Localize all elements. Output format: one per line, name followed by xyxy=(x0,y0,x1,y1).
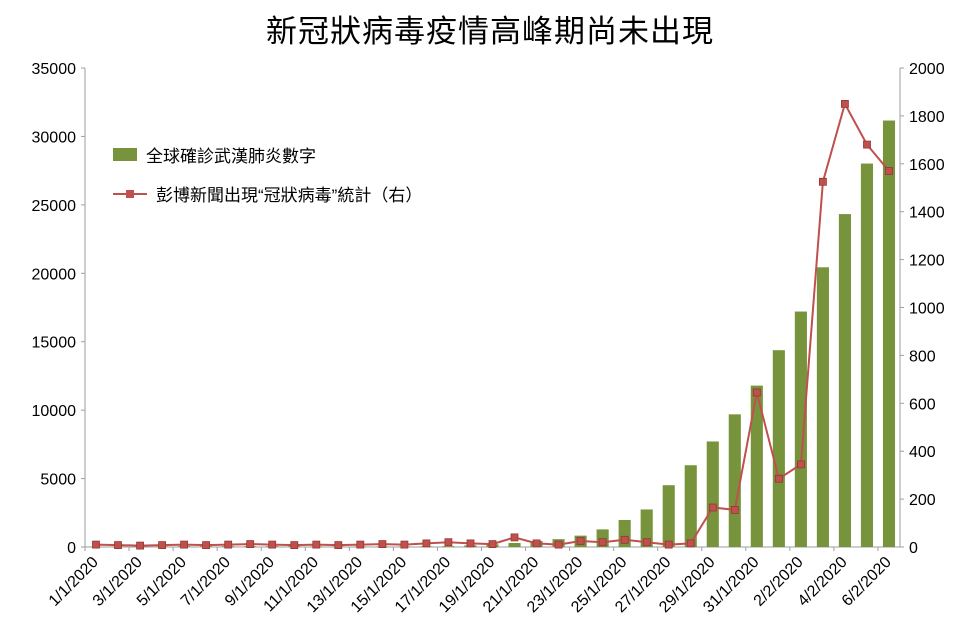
confirmed-cases-bar xyxy=(816,267,829,547)
right-axis-tick-label: 1000 xyxy=(909,301,945,318)
confirmed-cases-bar xyxy=(794,311,807,547)
line-marker-icon xyxy=(642,538,651,547)
line-marker-icon xyxy=(268,540,277,549)
right-axis-tick-label: 800 xyxy=(909,348,936,365)
legend-item-bars: 全球確診武漢肺炎數字 xyxy=(113,142,422,167)
line-marker-icon xyxy=(114,541,122,549)
line-marker-icon xyxy=(576,537,585,545)
left-axis-tick-label: 30000 xyxy=(32,129,77,146)
line-marker-icon xyxy=(422,539,431,548)
left-axis-tick-label: 15000 xyxy=(32,335,77,352)
line-marker-icon xyxy=(378,540,387,548)
line-marker-icon xyxy=(334,541,343,549)
line-marker-icon xyxy=(202,541,211,549)
right-axis-tick-label: 1800 xyxy=(909,109,945,126)
legend-line-label: 彭博新聞出現“冠狀病毒”統計（右） xyxy=(156,186,423,205)
right-axis-tick-label: 2000 xyxy=(909,61,945,78)
line-marker-icon xyxy=(598,538,607,547)
confirmed-cases-bar xyxy=(684,465,697,547)
x-axis-tick-label: 6/2/2020 xyxy=(839,554,895,610)
line-marker-icon xyxy=(400,540,409,549)
right-axis-tick-label: 400 xyxy=(909,444,936,461)
line-marker-icon xyxy=(180,540,189,549)
confirmed-cases-bar xyxy=(508,543,521,547)
line-marker-icon xyxy=(92,540,100,549)
left-axis-tick-label: 25000 xyxy=(32,198,77,215)
right-axis-tick-label: 200 xyxy=(909,492,936,509)
confirmed-cases-bar xyxy=(662,485,675,547)
line-marker-icon xyxy=(488,540,497,548)
line-marker-icon xyxy=(708,503,717,512)
confirmed-cases-bar xyxy=(882,120,896,547)
line-marker-icon xyxy=(158,541,167,549)
right-axis-tick-label: 1400 xyxy=(909,205,945,222)
line-marker-icon xyxy=(246,540,255,548)
line-marker-icon xyxy=(554,540,563,549)
line-marker-icon xyxy=(686,539,695,548)
confirmed-cases-bar xyxy=(750,385,763,547)
line-marker-icon xyxy=(510,533,519,542)
line-marker-icon xyxy=(797,460,805,469)
confirmed-cases-bar xyxy=(640,509,653,547)
line-marker-icon xyxy=(290,541,299,549)
confirmed-cases-bar xyxy=(442,546,455,547)
line-marker-icon xyxy=(775,474,783,483)
legend-bars-label: 全球確診武漢肺炎數字 xyxy=(146,147,316,166)
confirmed-cases-bar xyxy=(728,414,741,547)
line-series-swatch-icon xyxy=(113,187,147,200)
left-axis-tick-label: 20000 xyxy=(32,266,77,283)
line-marker-icon xyxy=(664,540,673,549)
chart-title: 新冠狀病毒疫情高峰期尚未出現 xyxy=(266,14,714,50)
line-marker-icon xyxy=(356,540,365,549)
confirmed-cases-bar xyxy=(860,163,874,548)
line-marker-icon xyxy=(532,539,541,548)
right-axis-tick-label: 600 xyxy=(909,396,936,413)
left-axis-tick-label: 5000 xyxy=(40,472,76,489)
line-marker-icon xyxy=(466,539,475,548)
confirmed-cases-bar xyxy=(838,214,851,548)
left-axis-tick-label: 0 xyxy=(67,540,76,557)
right-axis-tick-label: 1600 xyxy=(909,157,945,174)
line-marker-icon xyxy=(224,540,233,549)
right-axis-tick-label: 1200 xyxy=(909,253,945,270)
line-marker-icon xyxy=(730,505,739,514)
line-marker-icon xyxy=(136,541,145,550)
line-marker-icon xyxy=(819,177,827,186)
legend: 全球確診武漢肺炎數字 彭博新聞出現“冠狀病毒”統計（右） xyxy=(113,142,422,206)
line-marker-icon xyxy=(863,140,871,149)
confirmed-cases-bar xyxy=(706,441,719,547)
left-axis-tick-label: 35000 xyxy=(32,61,77,78)
confirmed-cases-bar xyxy=(772,350,785,547)
bar-series-swatch-icon xyxy=(113,148,137,161)
line-marker-icon xyxy=(841,100,849,108)
line-marker-icon xyxy=(885,167,893,175)
line-marker-icon xyxy=(620,535,629,544)
line-marker-icon xyxy=(444,538,453,547)
line-marker-icon xyxy=(312,540,321,549)
right-axis-tick-label: 0 xyxy=(909,540,918,557)
line-marker-icon xyxy=(752,388,761,397)
line-swatch-marker-icon xyxy=(126,190,134,198)
left-axis-tick-label: 10000 xyxy=(32,403,77,420)
legend-item-line: 彭博新聞出現“冠狀病毒”統計（右） xyxy=(113,181,422,206)
